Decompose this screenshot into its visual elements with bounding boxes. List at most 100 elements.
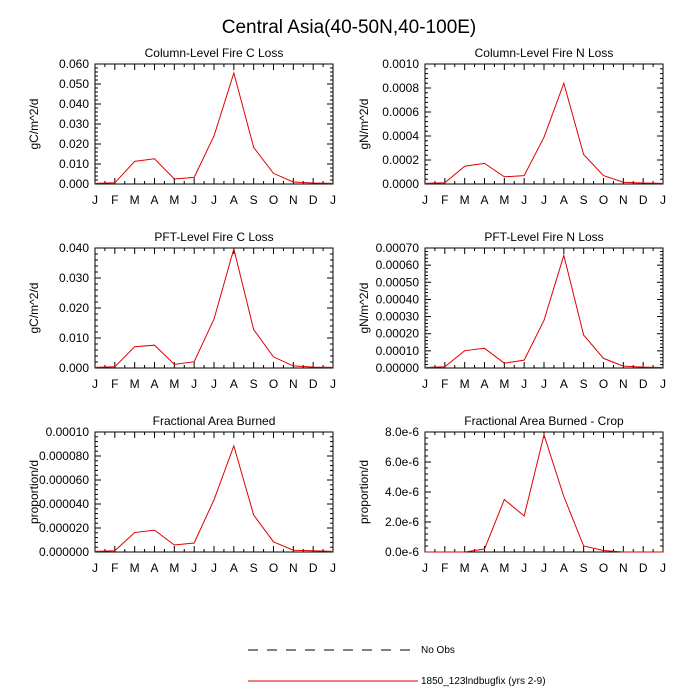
y-tick-label: 8.0e-6 [385, 425, 419, 439]
x-tick-label: A [480, 377, 488, 391]
x-tick-label: O [269, 193, 278, 207]
x-tick-label: F [111, 377, 118, 391]
x-tick-label: A [480, 193, 488, 207]
y-tick-label: 0.00040 [376, 292, 420, 306]
x-tick-label: J [422, 377, 428, 391]
x-tick-label: J [521, 193, 527, 207]
x-tick-label: M [460, 377, 470, 391]
x-tick-label: A [230, 561, 238, 575]
x-tick-label: O [599, 377, 608, 391]
series-line-1850-123lndbugfix-yrs-2-9 [94, 71, 334, 184]
y-axis-label: proportion/d [357, 460, 371, 524]
y-tick-label: 0.030 [59, 117, 89, 131]
x-tick-label: F [441, 377, 448, 391]
x-tick-label: J [541, 377, 547, 391]
x-tick-label: N [289, 561, 298, 575]
y-tick-label: 0.000080 [39, 449, 89, 463]
y-tick-label: 0.040 [59, 241, 89, 255]
x-tick-label: A [560, 561, 568, 575]
x-tick-label: F [111, 561, 118, 575]
y-tick-label: 2.0e-6 [385, 515, 419, 529]
x-tick-label: J [660, 377, 666, 391]
x-tick-label: A [480, 561, 488, 575]
y-tick-label: 0.000040 [39, 497, 89, 511]
x-tick-label: J [191, 561, 197, 575]
series-line-1850-123lndbugfix-yrs-2-9 [94, 246, 334, 368]
x-tick-label: J [92, 193, 98, 207]
x-tick-label: N [619, 377, 628, 391]
y-tick-label: 0.00010 [46, 425, 90, 439]
y-tick-label: 0.00000 [376, 361, 420, 375]
x-tick-label: M [130, 377, 140, 391]
x-tick-label: S [250, 561, 258, 575]
x-tick-label: S [250, 377, 258, 391]
x-tick-label: O [599, 561, 608, 575]
y-tick-label: 0.00030 [376, 310, 420, 324]
chart-title: Fractional Area Burned - Crop [464, 414, 624, 428]
x-tick-label: J [521, 377, 527, 391]
x-tick-label: J [422, 561, 428, 575]
series-line-1850-123lndbugfix-yrs-2-9 [94, 444, 334, 552]
x-tick-label: M [499, 193, 509, 207]
x-tick-label: D [309, 561, 318, 575]
x-tick-label: M [130, 193, 140, 207]
legend-label-model: 1850_123lndbugfix (yrs 2-9) [421, 676, 546, 687]
y-tick-label: 0.00050 [376, 275, 420, 289]
y-tick-label: 0.000020 [39, 521, 89, 535]
y-tick-label: 0.010 [59, 331, 89, 345]
x-tick-label: J [660, 193, 666, 207]
y-tick-label: 0.000 [59, 361, 89, 375]
x-tick-label: M [460, 193, 470, 207]
x-tick-label: A [150, 193, 158, 207]
chart-title: Column-Level Fire N Loss [475, 46, 614, 60]
series-line-1850-123lndbugfix-yrs-2-9 [425, 433, 663, 553]
x-tick-label: M [169, 377, 179, 391]
y-tick-label: 0.000 [59, 177, 89, 191]
x-tick-label: J [191, 377, 197, 391]
chart-title: PFT-Level Fire C Loss [154, 230, 273, 244]
x-tick-label: M [169, 561, 179, 575]
y-tick-label: 0.040 [59, 97, 89, 111]
x-tick-label: F [111, 193, 118, 207]
x-tick-label: A [150, 561, 158, 575]
chart-title: Fractional Area Burned [153, 414, 276, 428]
y-tick-label: 0.0006 [382, 105, 419, 119]
x-tick-label: N [619, 561, 628, 575]
x-tick-label: J [92, 561, 98, 575]
y-tick-label: 0.00060 [376, 258, 420, 272]
x-tick-label: O [599, 193, 608, 207]
x-tick-label: M [499, 377, 509, 391]
y-tick-label: 0.00020 [376, 327, 420, 341]
x-tick-label: J [211, 193, 217, 207]
y-tick-label: 0.00070 [376, 241, 420, 255]
y-axis-label: gC/m^2/d [27, 99, 41, 150]
series-line-1850-123lndbugfix-yrs-2-9 [424, 81, 664, 184]
y-tick-label: 0.020 [59, 137, 89, 151]
x-tick-label: O [269, 377, 278, 391]
x-tick-label: J [330, 377, 336, 391]
x-tick-label: O [269, 561, 278, 575]
x-tick-label: M [130, 561, 140, 575]
figure-title: Central Asia(40-50N,40-100E) [222, 17, 477, 38]
x-tick-label: M [169, 193, 179, 207]
y-tick-label: 4.0e-6 [385, 485, 419, 499]
x-tick-label: N [289, 193, 298, 207]
x-tick-label: A [230, 377, 238, 391]
x-tick-label: J [211, 377, 217, 391]
plot-frame [94, 247, 334, 369]
x-tick-label: S [580, 377, 588, 391]
y-tick-label: 0.000060 [39, 473, 89, 487]
y-tick-label: 0.020 [59, 301, 89, 315]
x-tick-label: A [560, 377, 568, 391]
x-tick-label: J [330, 193, 336, 207]
x-tick-label: J [330, 561, 336, 575]
x-tick-label: S [580, 561, 588, 575]
y-tick-label: 0.0004 [382, 129, 419, 143]
series-line-1850-123lndbugfix-yrs-2-9 [424, 253, 664, 368]
legend: No Obs 1850_123lndbugfix (yrs 2-9) [248, 645, 546, 687]
x-tick-label: D [309, 377, 318, 391]
